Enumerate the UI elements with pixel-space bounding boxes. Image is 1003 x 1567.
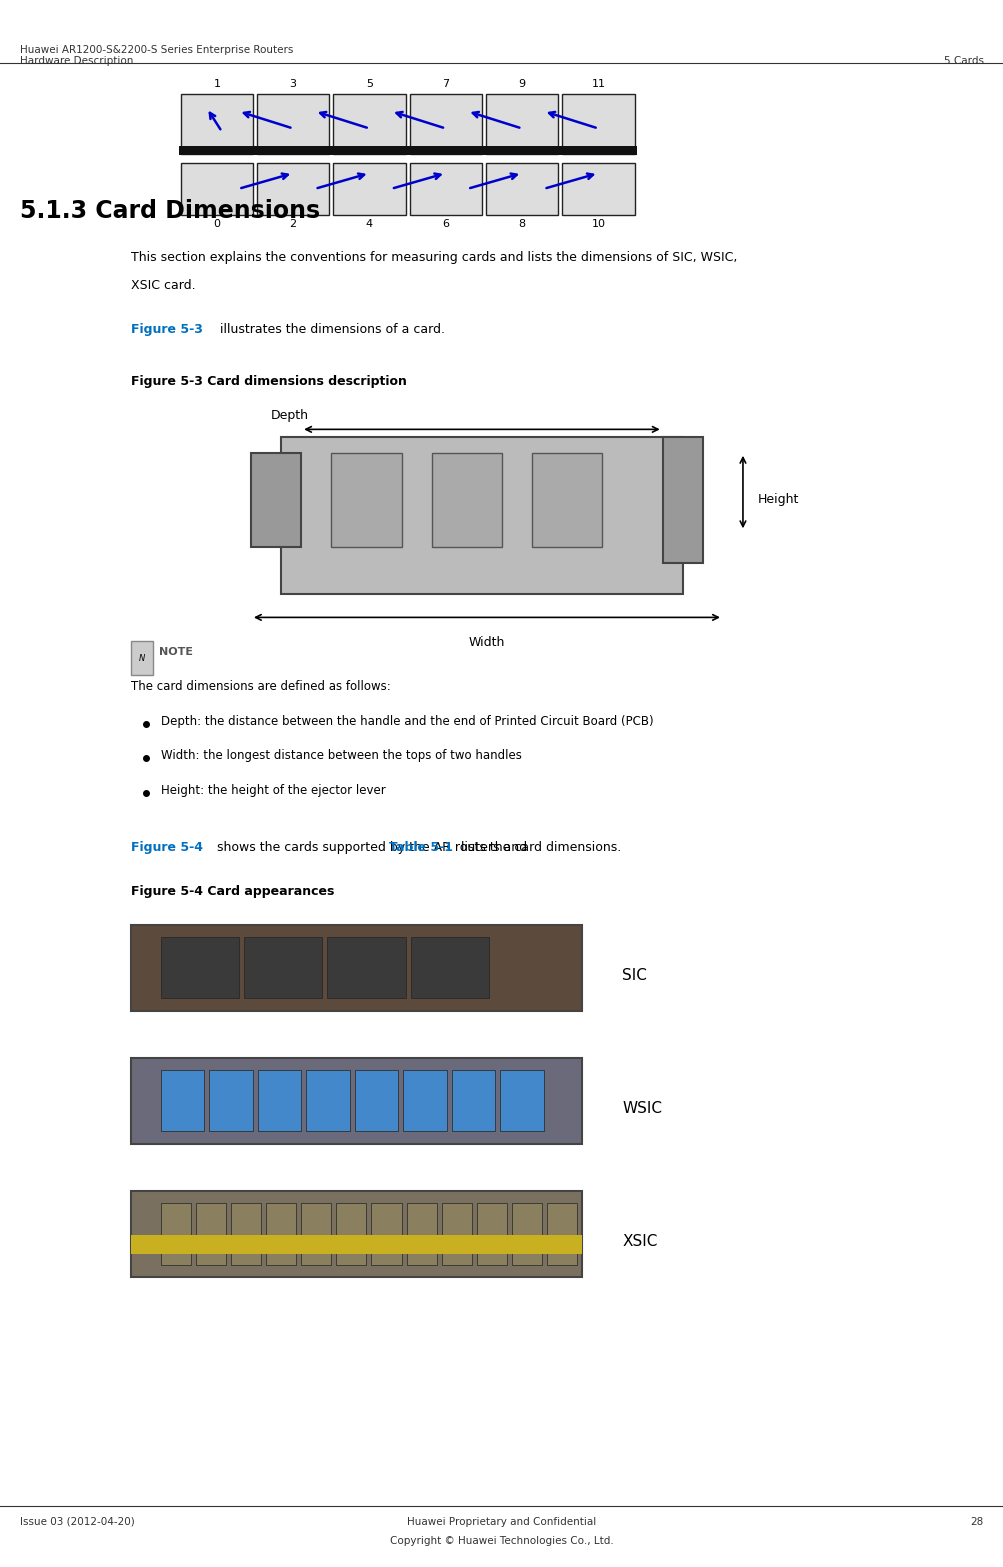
Text: XSIC: XSIC <box>622 1235 657 1249</box>
Bar <box>257 163 329 215</box>
Text: 7: 7 <box>441 80 449 89</box>
Bar <box>179 146 636 155</box>
Text: Copyright © Huawei Technologies Co., Ltd.: Copyright © Huawei Technologies Co., Ltd… <box>390 1536 613 1545</box>
Bar <box>160 937 239 998</box>
Bar <box>441 1203 471 1265</box>
Bar <box>532 453 602 547</box>
Text: Table 5-1: Table 5-1 <box>388 841 452 854</box>
Text: Figure 5-4 Card appearances: Figure 5-4 Card appearances <box>130 885 334 898</box>
Text: Huawei Proprietary and Confidential: Huawei Proprietary and Confidential <box>407 1517 596 1526</box>
Text: shows the cards supported by the AR routers and: shows the cards supported by the AR rout… <box>213 841 531 854</box>
Bar <box>409 163 481 215</box>
Bar <box>257 94 329 154</box>
Text: 5 Cards: 5 Cards <box>943 56 983 66</box>
Bar <box>130 1235 582 1254</box>
Text: 10: 10 <box>591 219 605 229</box>
Bar <box>130 1058 582 1144</box>
Text: Depth: the distance between the handle and the end of Printed Circuit Board (PCB: Depth: the distance between the handle a… <box>160 715 653 727</box>
Text: The card dimensions are defined as follows:: The card dimensions are defined as follo… <box>130 680 390 693</box>
Text: SIC: SIC <box>622 968 647 983</box>
Bar <box>327 937 405 998</box>
Bar <box>331 453 401 547</box>
Bar <box>562 163 634 215</box>
Text: 5: 5 <box>366 80 372 89</box>
Bar <box>485 163 558 215</box>
Bar <box>499 1070 544 1131</box>
Text: This section explains the conventions for measuring cards and lists the dimensio: This section explains the conventions fo… <box>130 251 736 263</box>
Text: NOTE: NOTE <box>158 647 193 657</box>
Text: WSIC: WSIC <box>622 1102 662 1116</box>
Bar <box>130 1191 582 1277</box>
Text: Huawei AR1200-S&2200-S Series Enterprise Routers: Huawei AR1200-S&2200-S Series Enterprise… <box>20 45 293 55</box>
Text: Figure 5-3 Card dimensions description: Figure 5-3 Card dimensions description <box>130 375 406 387</box>
Text: 11: 11 <box>591 80 605 89</box>
Bar <box>547 1203 577 1265</box>
Bar <box>306 1070 349 1131</box>
Bar <box>451 1070 494 1131</box>
Bar <box>476 1203 507 1265</box>
Bar <box>251 453 301 547</box>
Text: 2: 2 <box>289 219 297 229</box>
Text: 4: 4 <box>365 219 373 229</box>
Bar <box>196 1203 226 1265</box>
Text: Figure 5-3: Figure 5-3 <box>130 323 203 335</box>
Bar <box>181 163 253 215</box>
Bar <box>130 641 152 675</box>
Bar <box>130 925 582 1011</box>
Bar <box>562 94 634 154</box>
Bar <box>403 1070 446 1131</box>
Text: 0: 0 <box>214 219 220 229</box>
Bar <box>406 1203 436 1265</box>
Text: Hardware Description: Hardware Description <box>20 56 133 66</box>
Text: 5.1.3 Card Dimensions: 5.1.3 Card Dimensions <box>20 199 320 223</box>
Bar <box>371 1203 401 1265</box>
Text: 9: 9 <box>518 80 526 89</box>
Bar <box>333 163 405 215</box>
Bar <box>336 1203 366 1265</box>
Bar <box>301 1203 331 1265</box>
Bar <box>160 1203 191 1265</box>
Bar <box>354 1070 398 1131</box>
Text: illustrates the dimensions of a card.: illustrates the dimensions of a card. <box>216 323 444 335</box>
Text: Height: the height of the ejector lever: Height: the height of the ejector lever <box>160 784 385 796</box>
Bar <box>209 1070 253 1131</box>
Text: Height: Height <box>757 494 798 506</box>
Text: Issue 03 (2012-04-20): Issue 03 (2012-04-20) <box>20 1517 134 1526</box>
Bar <box>181 94 253 154</box>
Bar <box>333 94 405 154</box>
Bar <box>410 937 488 998</box>
Text: 3: 3 <box>290 80 296 89</box>
Text: Width: Width <box>468 636 505 649</box>
Text: 8: 8 <box>518 219 526 229</box>
Text: XSIC card.: XSIC card. <box>130 279 195 291</box>
Bar <box>258 1070 301 1131</box>
Bar <box>231 1203 261 1265</box>
Text: Width: the longest distance between the tops of two handles: Width: the longest distance between the … <box>160 749 521 762</box>
Text: lists the card dimensions.: lists the card dimensions. <box>456 841 621 854</box>
Text: 28: 28 <box>970 1517 983 1526</box>
Bar <box>431 453 502 547</box>
Bar <box>409 94 481 154</box>
Text: N: N <box>138 653 144 663</box>
Bar <box>662 437 702 563</box>
Bar <box>512 1203 542 1265</box>
Bar <box>485 94 558 154</box>
Text: 1: 1 <box>214 80 220 89</box>
Text: Depth: Depth <box>271 409 309 422</box>
Bar <box>281 437 682 594</box>
Bar <box>266 1203 296 1265</box>
Text: 6: 6 <box>442 219 448 229</box>
Text: Figure 5-4: Figure 5-4 <box>130 841 203 854</box>
Bar <box>244 937 322 998</box>
Bar <box>160 1070 204 1131</box>
